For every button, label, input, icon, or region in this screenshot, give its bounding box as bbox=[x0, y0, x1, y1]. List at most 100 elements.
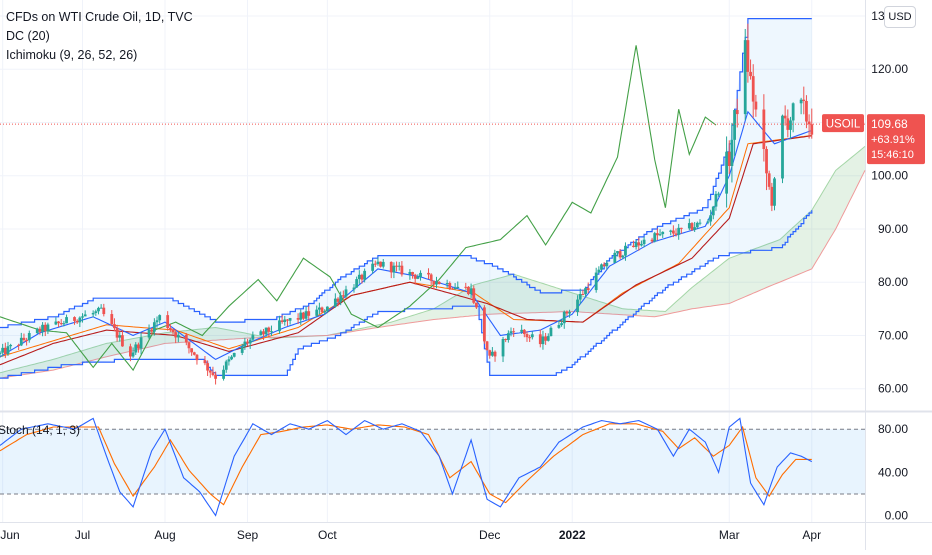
candle bbox=[432, 280, 436, 290]
change-percent-text: +63.91% bbox=[871, 134, 915, 146]
candle-body bbox=[288, 318, 292, 321]
candle-body bbox=[333, 298, 337, 307]
candle bbox=[541, 330, 545, 350]
candle bbox=[419, 270, 422, 281]
candle bbox=[568, 309, 571, 318]
candle-body bbox=[783, 115, 787, 119]
candle-body bbox=[464, 286, 468, 288]
candle-body bbox=[41, 324, 44, 332]
stoch-d-line bbox=[0, 423, 812, 506]
candle-body bbox=[251, 335, 255, 340]
candle bbox=[562, 310, 566, 329]
time-tick-label: Aug bbox=[154, 528, 175, 542]
candle-body bbox=[581, 294, 585, 296]
candle bbox=[445, 279, 449, 288]
candle-body bbox=[147, 329, 151, 338]
candle bbox=[139, 332, 143, 355]
candle bbox=[288, 317, 292, 325]
candle bbox=[413, 273, 417, 285]
candle bbox=[118, 331, 122, 342]
last-price-text: 109.68 bbox=[871, 117, 908, 131]
candle bbox=[751, 64, 755, 118]
candle bbox=[560, 318, 563, 327]
candle bbox=[230, 355, 233, 361]
candle-body bbox=[129, 346, 132, 357]
candle-body bbox=[749, 71, 752, 77]
candle-body bbox=[413, 274, 417, 279]
candle-body bbox=[541, 336, 545, 345]
candle-body bbox=[600, 264, 603, 270]
candle bbox=[658, 229, 662, 237]
candle-body bbox=[376, 261, 380, 265]
candle bbox=[38, 326, 42, 335]
candle-body bbox=[323, 311, 327, 313]
candle-body bbox=[810, 124, 814, 135]
candle bbox=[155, 316, 159, 328]
candle bbox=[264, 327, 268, 337]
currency-button[interactable]: USD bbox=[884, 6, 916, 28]
candle bbox=[99, 304, 103, 309]
candle-body bbox=[584, 288, 587, 295]
candle-body bbox=[227, 359, 231, 362]
candle-body bbox=[397, 265, 401, 267]
candle-body bbox=[709, 215, 713, 222]
candle bbox=[706, 219, 710, 225]
candle-body bbox=[25, 339, 29, 341]
candle-body bbox=[389, 261, 393, 273]
candle bbox=[333, 293, 337, 308]
candle-body bbox=[520, 329, 524, 332]
candle-body bbox=[653, 233, 657, 242]
candle-body bbox=[325, 306, 329, 312]
candle bbox=[371, 259, 375, 274]
candle-body bbox=[485, 341, 489, 351]
candle-body bbox=[456, 286, 460, 289]
candle-body bbox=[472, 288, 476, 303]
donchian-fill bbox=[0, 18, 812, 379]
candle bbox=[783, 105, 787, 126]
candle-body bbox=[448, 283, 452, 289]
candle bbox=[512, 327, 516, 338]
candle bbox=[206, 360, 209, 376]
candle bbox=[506, 330, 510, 343]
kijun-line bbox=[0, 135, 812, 366]
candle bbox=[131, 347, 135, 358]
candle bbox=[381, 259, 385, 269]
candle bbox=[565, 310, 569, 317]
candle bbox=[632, 240, 635, 248]
candle bbox=[467, 286, 470, 296]
candle-body bbox=[336, 298, 340, 302]
candle-body bbox=[224, 361, 228, 370]
candle-body bbox=[493, 351, 497, 357]
candle bbox=[91, 310, 95, 318]
candle-body bbox=[725, 151, 728, 194]
candle bbox=[222, 365, 225, 381]
candle bbox=[35, 327, 39, 334]
candle-body bbox=[674, 233, 678, 235]
candle-body bbox=[99, 307, 103, 309]
candle-body bbox=[634, 242, 638, 248]
legend-ichimoku: Ichimoku (9, 26, 52, 26) bbox=[6, 48, 138, 62]
candlesticks[interactable] bbox=[0, 23, 814, 385]
candle bbox=[770, 182, 774, 212]
candle bbox=[765, 146, 768, 191]
candle bbox=[158, 314, 162, 324]
candle-body bbox=[762, 109, 766, 150]
candle bbox=[352, 284, 356, 293]
candle bbox=[735, 98, 739, 128]
candle-body bbox=[565, 311, 569, 314]
candle bbox=[46, 322, 50, 335]
candle bbox=[320, 306, 324, 313]
candle-body bbox=[621, 255, 625, 258]
candle bbox=[73, 316, 76, 325]
candle bbox=[355, 276, 359, 288]
price-tick-label: 120.00 bbox=[871, 62, 908, 76]
candle-body bbox=[379, 261, 382, 267]
candle bbox=[807, 114, 811, 139]
candle-body bbox=[743, 40, 747, 115]
candle bbox=[248, 337, 252, 349]
candle bbox=[690, 222, 694, 232]
candle-body bbox=[102, 307, 106, 315]
candle bbox=[397, 261, 401, 271]
